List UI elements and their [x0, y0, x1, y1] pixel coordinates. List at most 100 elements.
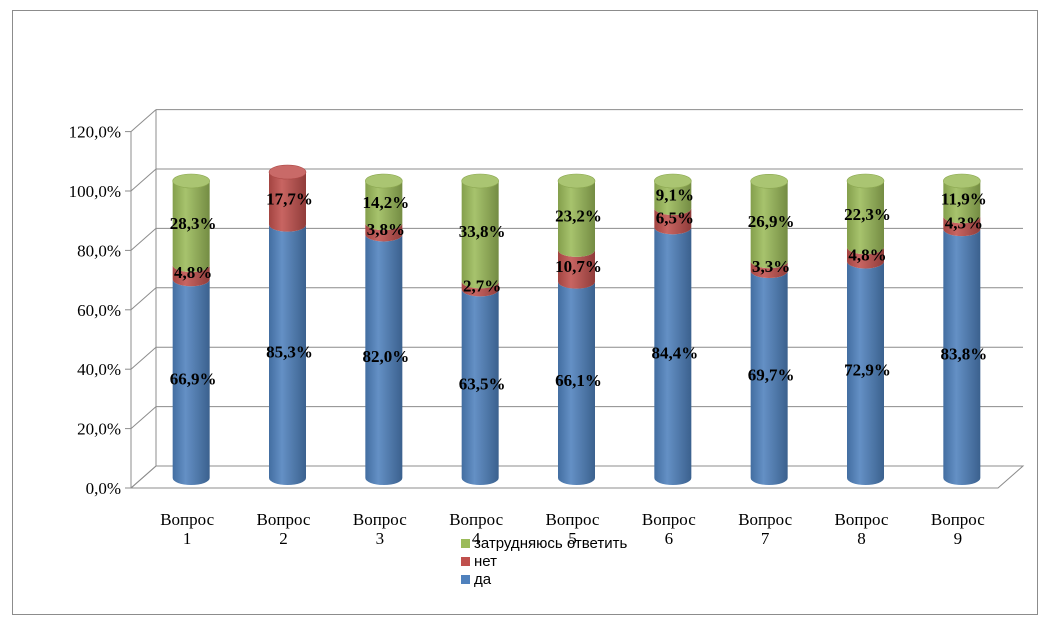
y-tick-label: 100,0%: [69, 182, 121, 201]
data-label: 72,9%: [844, 361, 891, 380]
bar-segment: [365, 234, 403, 485]
data-label: 11,9%: [941, 190, 987, 209]
gridline-depth: [130, 228, 157, 251]
bar-segment: [461, 289, 499, 485]
gridline-depth: [130, 109, 157, 132]
y-tick-label: 60,0%: [77, 301, 121, 320]
bar-segment: [172, 265, 210, 287]
bar-segment: [558, 281, 595, 485]
data-labels: 66,9% 4,8% 28,3% 85,3% 17,7% 82,0% 3,8% 14,2% 63…: [170, 186, 987, 394]
data-label: 66,1%: [555, 371, 602, 390]
bar-segment: [269, 224, 306, 485]
y-tick-label: 40,0%: [77, 360, 121, 379]
data-label: 2,7%: [463, 276, 501, 295]
category-label: Вопрос: [642, 510, 696, 529]
bar-segment: [847, 261, 884, 485]
bar-top: [365, 173, 403, 189]
bar-segment: [365, 181, 403, 231]
gridline-depth: [130, 168, 157, 192]
bar-segment: [558, 181, 595, 257]
category-label: Вопрос: [835, 510, 889, 529]
category-number: 5: [568, 529, 577, 548]
bar-top: [557, 173, 596, 189]
stacked-cylinder-chart: 0,0%20,0%40,0%60,0%80,0%100,0%120,0% 66,…: [69, 109, 1025, 588]
gridline-depth: [130, 406, 157, 429]
bar-top: [846, 173, 885, 189]
data-label: 3,8%: [367, 220, 405, 239]
data-label: 63,5%: [459, 375, 506, 394]
category-number: 1: [183, 529, 192, 548]
bar-segment: [172, 181, 210, 273]
gridline-depth: [130, 287, 157, 311]
data-label: 26,9%: [748, 212, 795, 231]
data-label: 83,8%: [940, 345, 987, 364]
data-label: 84,4%: [651, 344, 698, 363]
category-label: Вопрос: [449, 510, 503, 529]
bar-segment: [172, 279, 210, 485]
bar-segment: [654, 208, 692, 235]
bar-segment: [461, 281, 499, 297]
category-label: Вопрос: [257, 510, 311, 529]
category-label: Вопрос: [738, 510, 792, 529]
legend-swatch: [461, 539, 470, 548]
category-label: Вопрос: [546, 510, 600, 529]
bar-segment: [558, 249, 595, 289]
y-tick-label: 0,0%: [86, 479, 121, 498]
data-label: 28,3%: [170, 214, 217, 233]
data-label: 85,3%: [266, 342, 313, 361]
y-tick-label: 80,0%: [77, 241, 121, 260]
category-number: 9: [954, 529, 963, 548]
data-label: 22,3%: [844, 205, 891, 224]
data-label: 66,9%: [170, 370, 217, 389]
bar-segment: [365, 223, 403, 242]
category-number: 4: [472, 529, 481, 548]
category-number: 3: [376, 529, 385, 548]
bar-segment: [750, 261, 788, 278]
bar-top: [750, 173, 788, 189]
data-label: 82,0%: [362, 347, 409, 366]
category-label: Вопрос: [931, 510, 985, 529]
chart-frame: 0,0% 20,0% 40,0% 60,0% 80,0% 100,0% 120,0% 66,…: [12, 10, 1038, 615]
data-label: 4,3%: [945, 214, 983, 233]
y-axis-ticks: 0,0% 20,0% 40,0% 60,0% 80,0% 100,0% 120,0%: [69, 123, 121, 498]
bar-segment: [269, 172, 306, 232]
legend-label: да: [474, 571, 492, 588]
category-number: 2: [279, 529, 288, 548]
data-label: 10,7%: [555, 257, 602, 276]
bar-segment: [461, 181, 499, 289]
bar-top: [268, 164, 307, 180]
data-label: 6,5%: [656, 209, 694, 228]
data-label: 3,3%: [752, 257, 790, 276]
legend-label: нет: [474, 553, 497, 570]
legend-label: затрудняюсь ответить: [474, 535, 627, 552]
bar-segment: [943, 229, 981, 485]
bar-top: [943, 173, 981, 189]
gridline-depth: [130, 346, 157, 370]
bar-segment: [847, 247, 884, 269]
category-number: 8: [857, 529, 866, 548]
bar-segment: [654, 227, 692, 485]
bar-segment: [750, 270, 788, 485]
data-label: 4,8%: [848, 245, 886, 264]
data-label: 17,7%: [266, 189, 313, 208]
y-tick-label: 120,0%: [69, 123, 121, 142]
bar-segment: [654, 181, 692, 216]
category-number: 7: [761, 529, 770, 548]
bar-segment: [943, 216, 981, 237]
bar-top: [654, 173, 692, 189]
data-label: 33,8%: [459, 222, 506, 241]
x-axis-categories: Вопрос1Вопрос2Вопрос3Вопрос4Вопрос5Вопро…: [160, 510, 985, 548]
data-label: 9,1%: [656, 186, 694, 205]
bar-segment: [847, 181, 884, 255]
gridline-depth: [130, 465, 157, 489]
legend-swatch: [461, 575, 470, 584]
data-label: 4,8%: [174, 263, 212, 282]
bars: [172, 164, 981, 485]
data-label: 14,2%: [362, 193, 409, 212]
legend-swatch: [461, 557, 470, 566]
bar-top: [172, 173, 210, 189]
category-label: Вопрос: [353, 510, 407, 529]
category-number: 6: [665, 529, 674, 548]
y-tick-label: 20,0%: [77, 420, 121, 439]
